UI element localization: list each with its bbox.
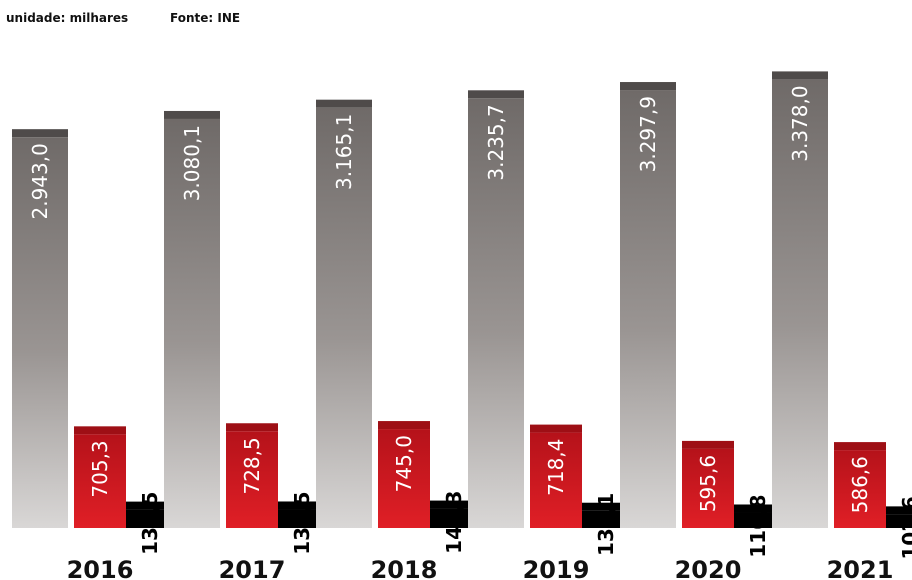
value-label-black-2018: 146,3 [442, 491, 466, 554]
source-label: Fonte: INE [170, 11, 240, 25]
bar-gray-2020 [620, 90, 676, 528]
bar-black-2021 [886, 514, 912, 528]
bar-black-2019 [582, 510, 630, 528]
bar-top-black-2020 [734, 504, 782, 513]
bar-red-2017 [226, 431, 278, 528]
bar-top-red-2020 [682, 440, 734, 449]
bar-top-red-2021 [834, 442, 886, 451]
value-label-gray-2019: 3.235,7 [484, 104, 508, 180]
value-label-gray-2016: 2.943,0 [28, 143, 52, 219]
bars-layer [12, 71, 912, 529]
value-label-black-2017: 139,5 [290, 491, 314, 554]
value-label-red-2020: 595,6 [696, 455, 720, 512]
bar-top-gray-2020 [620, 82, 676, 91]
bar-gray-2018 [316, 107, 372, 529]
value-label-red-2016: 705,3 [88, 440, 112, 497]
unit-label: unidade: milhares [6, 11, 128, 25]
bar-top-black-2016 [126, 501, 174, 510]
bar-gray-2016 [12, 137, 68, 528]
bar-top-black-2019 [582, 502, 630, 511]
category-label-2020: 2020 [675, 556, 742, 580]
value-label-red-2019: 718,4 [544, 439, 568, 496]
bar-top-gray-2017 [164, 110, 220, 119]
bar-top-gray-2016 [12, 129, 68, 138]
bar-top-black-2017 [278, 501, 326, 510]
bar-red-2016 [74, 434, 126, 528]
bar-top-red-2019 [530, 424, 582, 433]
bar-black-2020 [734, 512, 782, 528]
category-label-2016: 2016 [67, 556, 134, 580]
bar-red-2021 [834, 450, 886, 528]
value-label-red-2017: 728,5 [240, 437, 264, 494]
bar-top-red-2018 [378, 421, 430, 430]
value-label-gray-2021: 3.378,0 [788, 85, 812, 161]
value-label-red-2021: 586,6 [848, 456, 872, 513]
bar-top-gray-2018 [316, 99, 372, 108]
bar-black-2018 [430, 508, 478, 528]
category-label-2021: 2021 [827, 556, 894, 580]
value-label-gray-2020: 3.297,9 [636, 96, 660, 172]
category-label-2018: 2018 [371, 556, 438, 580]
value-label-black-2020: 116,8 [746, 494, 770, 557]
bar-top-black-2021 [886, 506, 912, 515]
value-label-black-2021: 102,6 [898, 496, 912, 559]
value-label-gray-2017: 3.080,1 [180, 125, 204, 201]
bar-red-2019 [530, 432, 582, 528]
bar-top-black-2018 [430, 500, 478, 509]
bar-top-red-2017 [226, 423, 278, 432]
labels-layer: 2.943,0705,3138,520163.080,1728,5139,520… [28, 85, 912, 580]
category-label-2019: 2019 [523, 556, 590, 580]
bar-red-2020 [682, 448, 734, 528]
value-label-black-2019: 130,1 [594, 493, 618, 556]
category-label-2017: 2017 [219, 556, 286, 580]
value-label-black-2016: 138,5 [138, 492, 162, 555]
bar-gray-2017 [164, 118, 220, 529]
bar-black-2016 [126, 509, 174, 528]
bar-top-red-2016 [74, 426, 126, 435]
bar-gray-2019 [468, 98, 524, 528]
bar-top-gray-2019 [468, 90, 524, 99]
bar-red-2018 [378, 429, 430, 528]
bar-black-2017 [278, 509, 326, 528]
value-label-gray-2018: 3.165,1 [332, 114, 356, 190]
bar-gray-2021 [772, 79, 828, 528]
bar-top-gray-2021 [772, 71, 828, 80]
value-label-red-2018: 745,0 [392, 435, 416, 492]
